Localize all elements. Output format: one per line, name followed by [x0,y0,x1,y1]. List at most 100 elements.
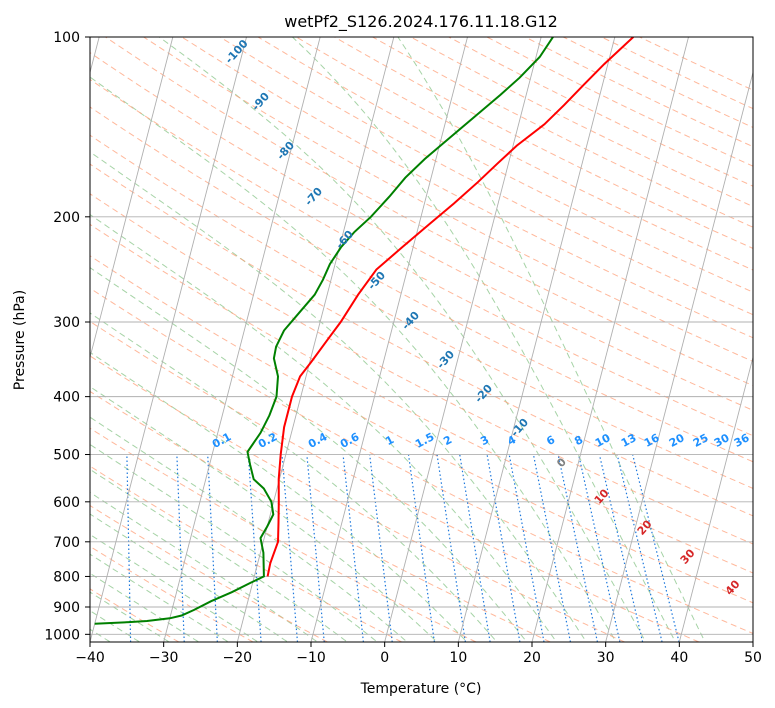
mixing-ratio-line [247,454,262,642]
chart-title: wetPf2_S126.2024.176.11.18.G12 [284,12,558,32]
mixing-ratio-label: 13 [619,431,639,450]
mixing-ratio-label: 2 [441,433,454,448]
y-tick-label: 500 [53,448,80,464]
dry-adiabat-label: -40 [399,309,422,333]
plot-area [33,37,753,642]
mixing-ratio-line [176,454,185,642]
x-axis: −40 −30 −20 −10 0 10 20 30 40 50 [75,642,762,666]
moist-adiabat-line [90,468,349,642]
mixing-ratio-lines [33,454,680,642]
dry-adiabat-label: -90 [249,90,272,114]
line-labels: -100-90-80-70-60-50-40-30-20-10010203040… [210,37,752,598]
mixing-ratio-line [207,454,218,642]
series-lines [94,37,634,625]
dry-adiabat-line [90,287,753,635]
moist-adiabat-line [90,76,617,642]
dry-adiabat-label: 30 [678,546,698,566]
dry-adiabat-line [90,134,753,489]
mixing-ratio-label: 36 [732,431,752,450]
mixing-ratio-label: 30 [712,431,732,450]
dry-adiabat-line [90,465,402,642]
moist-adiabat-line [90,513,289,642]
x-tick-label: 20 [523,650,541,666]
dry-adiabat-label: 40 [723,577,743,597]
isotherm-line [531,37,689,642]
dry-adiabat-line [524,37,753,148]
mixing-ratio-label: 10 [593,431,613,450]
mixing-ratio-line [557,454,599,642]
mixing-ratio-label: 20 [667,431,687,450]
dry-adiabat-label: -70 [302,185,325,209]
mixing-ratio-line [436,454,466,642]
mixing-ratio-label: 0.4 [306,430,330,451]
mixing-ratio-line [616,454,663,642]
dry-adiabat-line [90,355,625,642]
mixing-ratio-line [369,454,393,642]
dry-adiabat-label: -50 [365,269,388,293]
mixing-ratio-label: 16 [642,431,662,450]
y-tick-label: 600 [53,495,80,511]
x-tick-label: 40 [670,650,688,666]
x-tick-label: −10 [296,650,326,666]
x-tick-label: 50 [744,650,762,666]
isotherm-line [678,355,753,642]
dry-adiabat-line [90,255,753,604]
x-tick-label: 0 [380,650,389,666]
y-tick-label: 100 [53,30,80,46]
mixing-ratio-line [281,454,299,642]
dry-adiabat-line [90,106,753,463]
dewpoint-line [94,37,554,625]
isotherm-line [90,37,174,360]
x-tick-label: 10 [449,650,467,666]
temperature-line [266,37,634,577]
x-tick-label: −30 [149,650,179,666]
isotherm-line [605,70,753,642]
dry-adiabat-line [90,390,551,642]
dry-adiabat-label: 10 [592,486,612,506]
dry-adiabat-line [90,545,254,642]
dry-adiabat-line [486,37,753,167]
moist-adiabat-line [90,267,528,642]
mixing-ratio-label: 25 [691,431,711,450]
y-axis: 100 200 300 400 500 600 700 800 900 1000 [44,30,90,643]
mixing-ratio-line [306,454,325,642]
isotherm-line [163,37,321,642]
isotherms [90,37,753,642]
y-tick-label: 300 [53,315,80,331]
mixing-ratio-label: 0.6 [338,430,362,451]
dry-adiabat-line [90,588,180,642]
mixing-ratio-line [578,454,621,642]
x-tick-label: −40 [75,650,105,666]
moist-adiabat-line [90,351,468,642]
dry-adiabat-line [219,37,753,316]
dry-adiabat-label: 20 [635,517,655,537]
mixing-ratio-line [632,454,680,642]
isotherm-line [310,37,468,642]
moist-adiabat-line [90,491,319,642]
plot-frame [89,36,754,643]
moist-adiabat-line [90,386,438,642]
dry-adiabat-line [90,163,753,517]
dry-adiabat-line [334,37,753,249]
moist-adiabat-line [158,37,647,642]
moist-adiabat-line [90,572,200,642]
dry-adiabat-line [639,37,753,91]
x-axis-label: Temperature (°C) [360,681,482,697]
mixing-ratio-line [598,454,644,642]
mixing-ratio-line [33,455,36,642]
y-tick-label: 400 [53,390,80,406]
isotherm-line [752,640,753,642]
dry-adiabat-line [90,427,477,642]
dry-adiabat-line [105,37,753,387]
dry-adiabat-label: -20 [472,382,495,406]
mixing-ratio-label: 8 [572,433,585,448]
moist-adiabat-line [90,213,558,642]
mixing-ratio-line [407,454,435,642]
dry-adiabat-line [410,37,753,208]
dry-adiabat-line [90,223,753,574]
dry-adiabat-line [90,320,700,642]
mixing-ratio-label: 1 [383,433,396,448]
dry-adiabat-label: -80 [274,139,297,163]
y-tick-label: 700 [53,535,80,551]
